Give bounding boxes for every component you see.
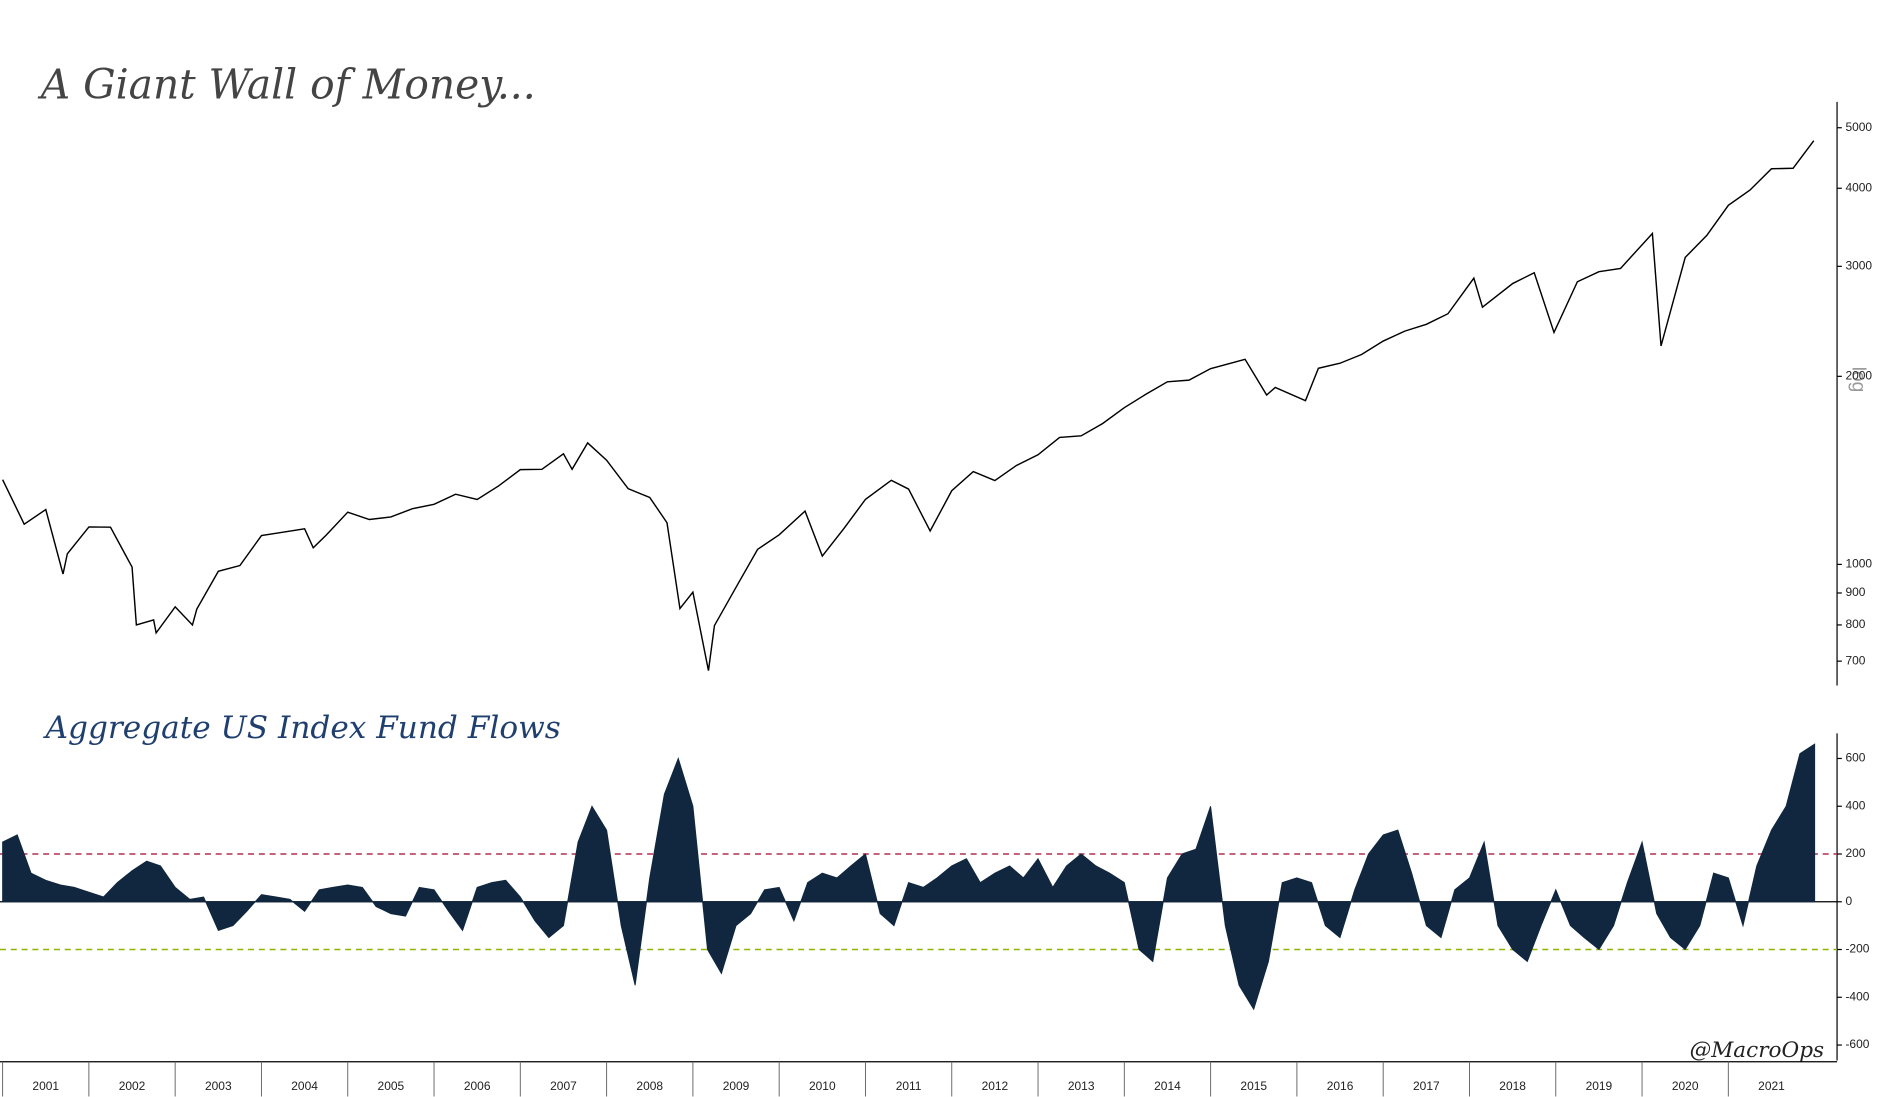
x-tick-label: 2007 — [550, 1079, 577, 1093]
y-tick-label: 400 — [1845, 798, 1865, 812]
x-tick-label: 2021 — [1758, 1079, 1785, 1093]
x-tick-label: 2008 — [636, 1079, 663, 1093]
x-tick-label: 2017 — [1413, 1079, 1440, 1093]
y-tick-label: 600 — [1845, 751, 1865, 765]
y-tick-label: 800 — [1845, 617, 1865, 631]
y-tick-label: 4000 — [1845, 180, 1872, 194]
x-tick-label: 2010 — [809, 1079, 836, 1093]
x-tick-label: 2014 — [1154, 1079, 1181, 1093]
y-tick-label: 900 — [1845, 585, 1865, 599]
axis-label: log — [1848, 367, 1869, 393]
x-tick-label: 2016 — [1327, 1079, 1354, 1093]
flow-area — [2, 743, 1816, 1011]
y-tick-label: 700 — [1845, 653, 1865, 667]
y-tick-label: -600 — [1845, 1037, 1869, 1051]
y-tick-label: 200 — [1845, 846, 1865, 860]
y-tick-label: 1000 — [1845, 557, 1872, 571]
x-tick-label: 2012 — [982, 1079, 1009, 1093]
watermark: @MacroOps — [1690, 1038, 1824, 1063]
panel-title: Aggregate US Index Fund Flows — [43, 710, 561, 746]
x-tick-label: 2006 — [464, 1079, 491, 1093]
y-tick-label: -400 — [1845, 989, 1869, 1003]
x-tick-label: 2002 — [119, 1079, 146, 1093]
x-tick-label: 2011 — [896, 1079, 922, 1093]
x-tick-label: 2019 — [1586, 1079, 1613, 1093]
x-tick-label: 2003 — [205, 1079, 232, 1093]
y-tick-label: 0 — [1845, 894, 1852, 908]
x-tick-label: 2013 — [1068, 1079, 1095, 1093]
y-tick-label: -200 — [1845, 942, 1869, 956]
x-tick-label: 2015 — [1240, 1079, 1267, 1093]
x-tick-label: 2001 — [32, 1079, 59, 1093]
x-tick-label: 2018 — [1499, 1079, 1526, 1093]
y-tick-label: 5000 — [1845, 120, 1872, 134]
chart-title: A Giant Wall of Money... — [37, 60, 536, 108]
x-tick-label: 2005 — [378, 1079, 405, 1093]
price-line — [1, 140, 1815, 671]
x-tick-label: 2009 — [723, 1079, 750, 1093]
y-tick-label: 2000 — [1845, 369, 1872, 383]
y-tick-label: 3000 — [1845, 258, 1872, 272]
x-tick-label: 2004 — [291, 1079, 318, 1093]
x-tick-label: 2020 — [1672, 1079, 1699, 1093]
